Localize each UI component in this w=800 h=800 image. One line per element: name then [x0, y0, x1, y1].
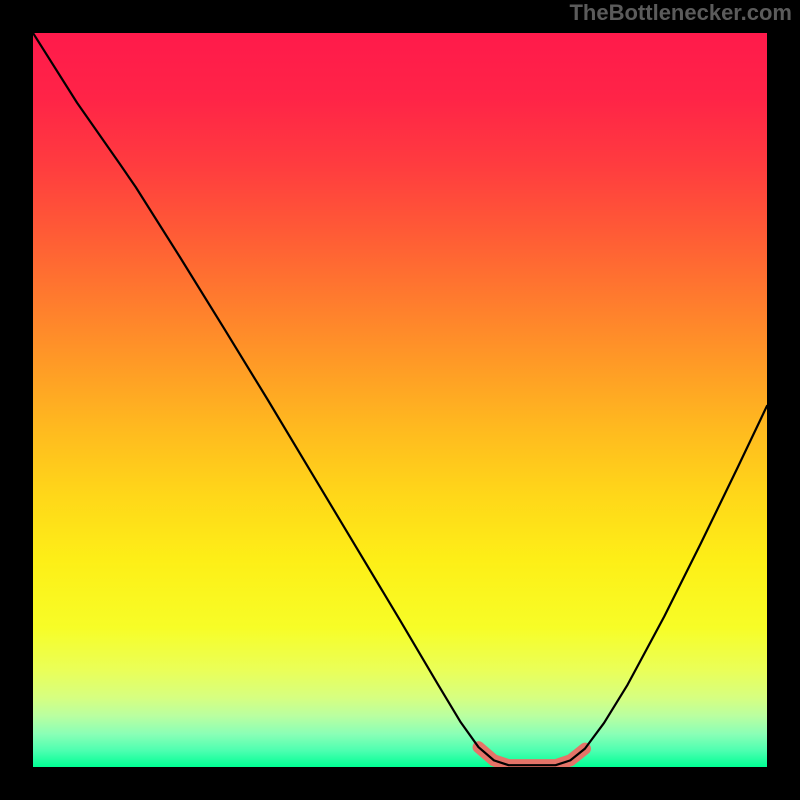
- bottleneck-curve: [33, 33, 767, 765]
- watermark-text: TheBottlenecker.com: [569, 0, 792, 26]
- plot-area: [33, 33, 767, 767]
- flat-min-segment: [479, 747, 585, 765]
- chart-frame: TheBottlenecker.com: [0, 0, 800, 800]
- curve-layer: [33, 33, 767, 767]
